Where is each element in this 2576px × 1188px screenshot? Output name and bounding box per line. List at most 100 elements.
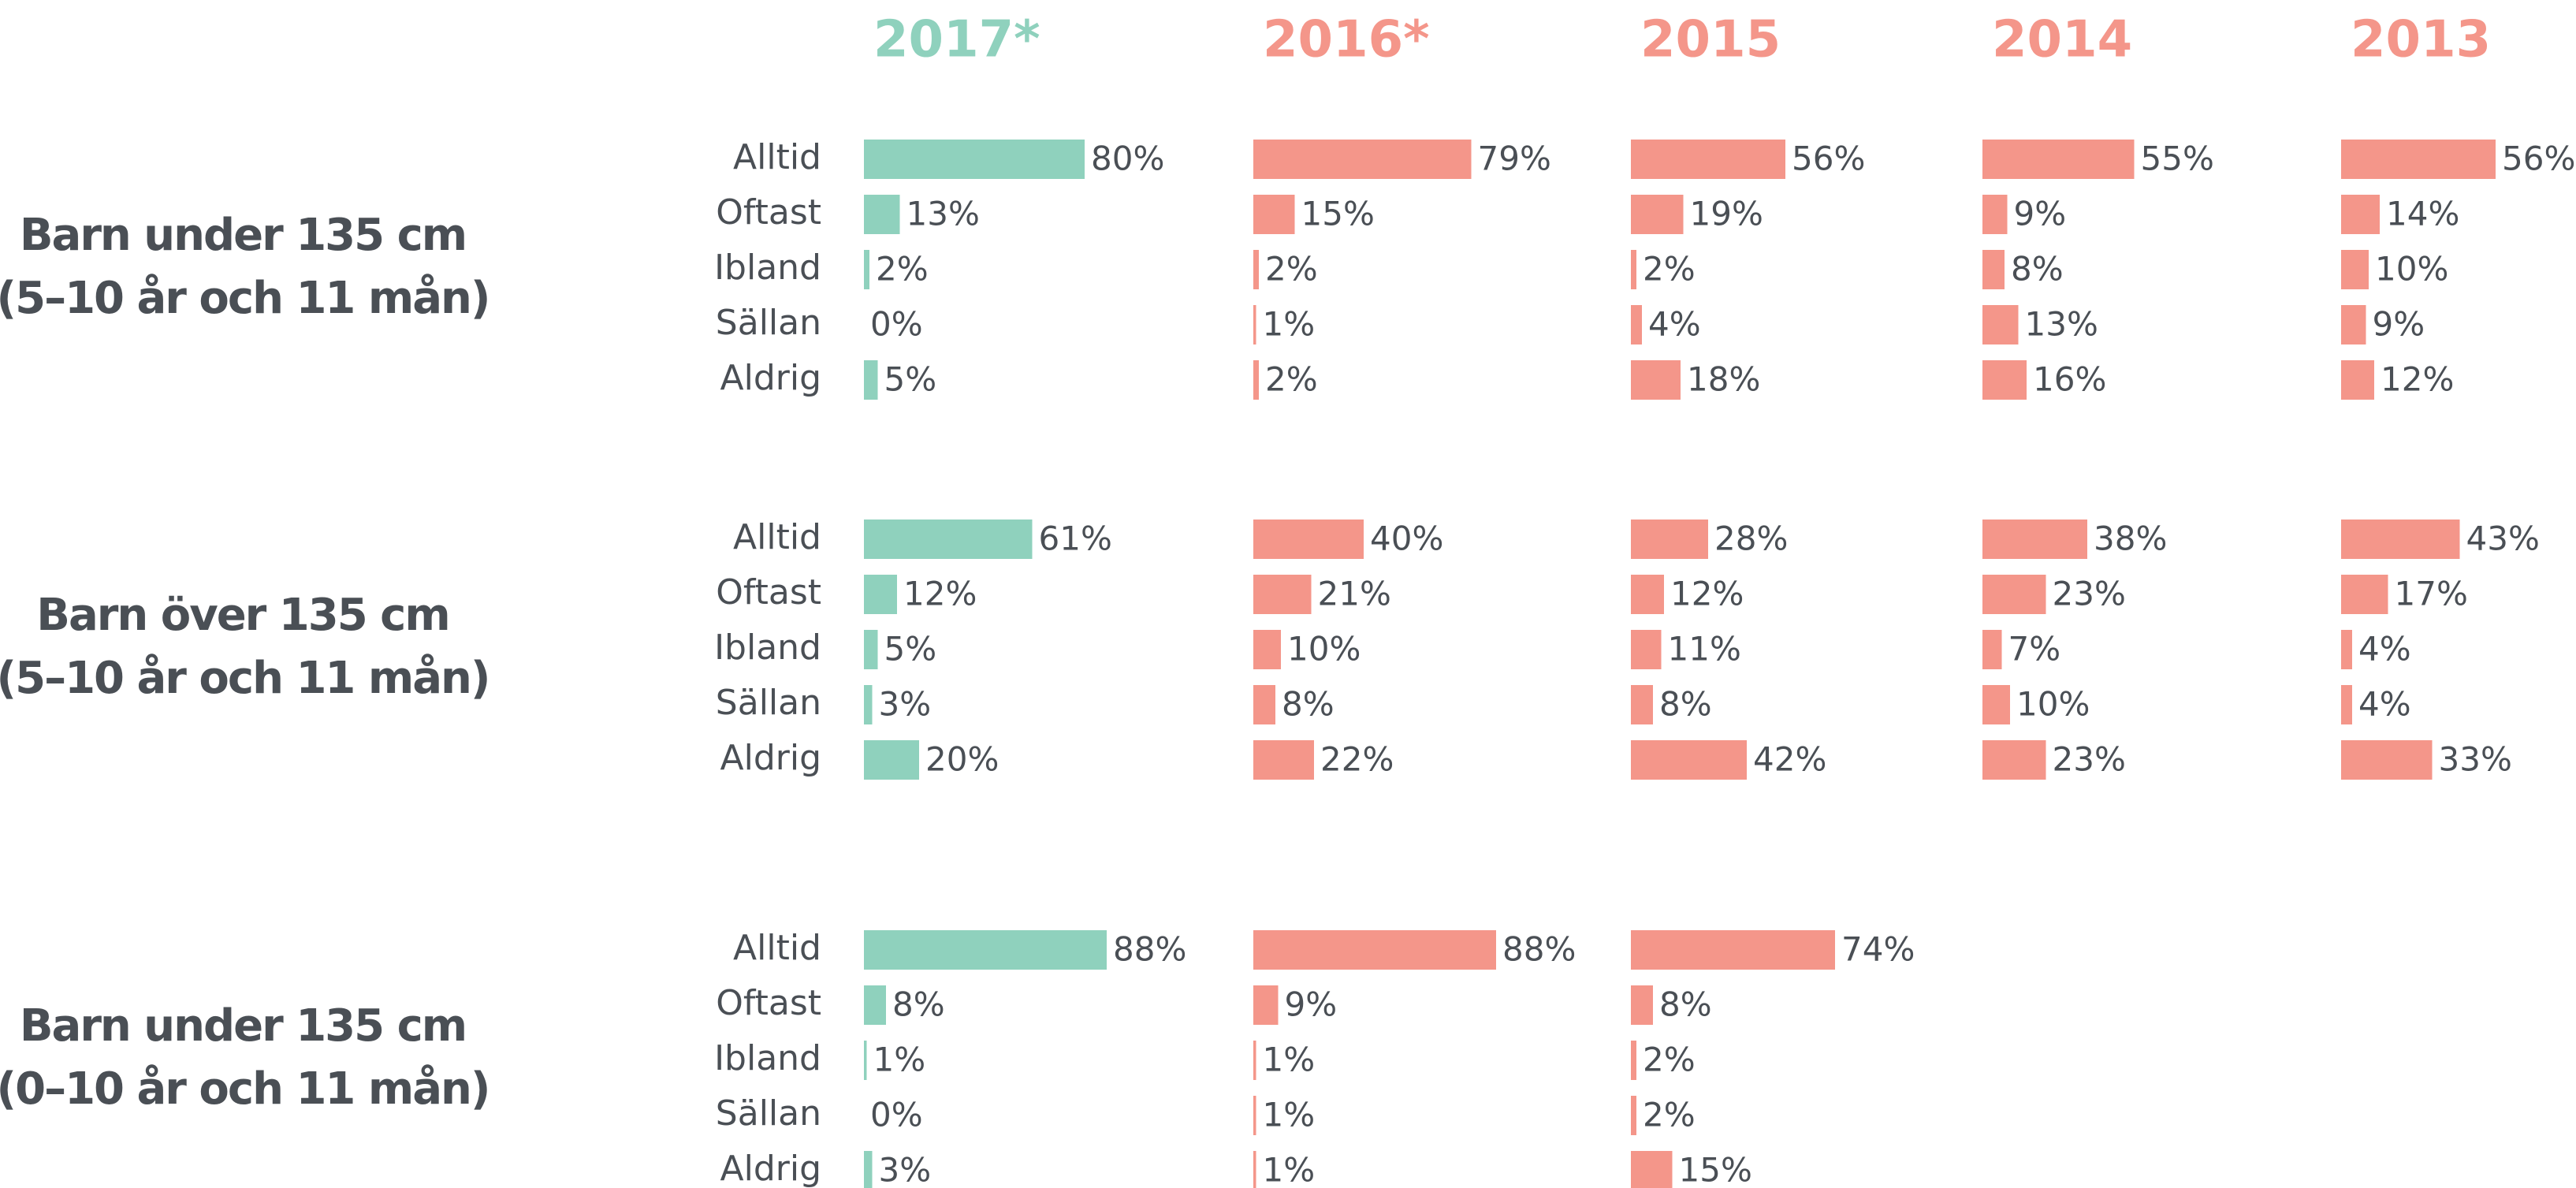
category-label: Sällan xyxy=(716,1093,821,1134)
bar xyxy=(1253,1151,1256,1188)
bar xyxy=(2341,360,2374,400)
bar xyxy=(1253,305,1256,344)
value-label: 42% xyxy=(1753,740,1826,779)
bar xyxy=(1631,1041,1636,1080)
value-label: 23% xyxy=(2053,575,2126,613)
category-label: Oftast xyxy=(716,192,821,233)
value-label: 43% xyxy=(2466,520,2540,558)
value-label: 61% xyxy=(1039,520,1112,558)
group-label: Barn under 135 cm xyxy=(20,1000,466,1052)
category-label: Alltid xyxy=(733,137,821,177)
bar xyxy=(2341,685,2352,724)
value-label: 14% xyxy=(2386,195,2459,233)
bar xyxy=(864,985,886,1025)
value-label: 1% xyxy=(1263,1096,1316,1134)
bar xyxy=(2341,250,2369,289)
value-label: 79% xyxy=(1478,140,1551,178)
group-label: Barn under 135 cm xyxy=(20,210,466,261)
value-label: 1% xyxy=(873,1041,926,1079)
bar xyxy=(1631,685,1653,724)
value-label: 8% xyxy=(892,985,945,1024)
bar xyxy=(1253,630,1281,669)
group-label: (5–10 år och 11 mån) xyxy=(0,273,489,324)
value-label: 10% xyxy=(2016,685,2090,724)
category-label: Oftast xyxy=(716,572,821,613)
bar xyxy=(1631,930,1835,970)
value-label: 56% xyxy=(1792,140,1865,178)
bar xyxy=(1982,250,2005,289)
category-label: Ibland xyxy=(714,1038,821,1078)
year-header: 2015 xyxy=(1640,11,1781,69)
value-label: 56% xyxy=(2502,140,2575,178)
value-label: 9% xyxy=(1285,985,1338,1024)
year-header: 2014 xyxy=(1992,11,2132,69)
bar xyxy=(864,140,1085,179)
bar xyxy=(1631,195,1684,234)
bar xyxy=(864,630,878,669)
value-label: 2% xyxy=(1643,250,1696,289)
value-label: 15% xyxy=(1301,195,1375,233)
value-label: 33% xyxy=(2439,740,2512,779)
value-label: 18% xyxy=(1687,360,1760,399)
value-label: 15% xyxy=(1679,1151,1752,1188)
bar xyxy=(1631,630,1662,669)
group-label: (5–10 år och 11 mån) xyxy=(0,653,489,704)
value-label: 1% xyxy=(1263,305,1316,344)
value-label: 22% xyxy=(1320,740,1394,779)
bar xyxy=(1631,250,1636,289)
value-label: 10% xyxy=(2375,250,2448,289)
category-label: Ibland xyxy=(714,248,821,288)
bar xyxy=(1253,740,1314,780)
value-label: 28% xyxy=(1714,520,1788,558)
value-label: 13% xyxy=(906,195,980,233)
value-label: 80% xyxy=(1091,140,1164,178)
value-label: 21% xyxy=(1318,575,1391,613)
bar xyxy=(864,930,1107,970)
value-label: 0% xyxy=(870,1096,923,1134)
bar xyxy=(1253,985,1279,1025)
bar xyxy=(864,1041,867,1080)
value-label: 8% xyxy=(1282,685,1335,724)
value-label: 10% xyxy=(1287,630,1361,668)
group-label: (0–10 år och 11 mån) xyxy=(0,1063,489,1115)
bar xyxy=(2341,195,2380,234)
category-label: Aldrig xyxy=(720,358,822,398)
value-label: 2% xyxy=(1643,1041,1696,1079)
category-label: Aldrig xyxy=(720,1149,822,1188)
bar xyxy=(1253,1041,1256,1080)
value-label: 12% xyxy=(1670,575,1744,613)
bar xyxy=(2341,520,2460,559)
bar xyxy=(864,740,919,780)
value-label: 9% xyxy=(2014,195,2067,233)
bar xyxy=(1631,740,1747,780)
bar xyxy=(864,195,900,234)
value-label: 1% xyxy=(1263,1041,1316,1079)
bar xyxy=(1982,195,2008,234)
value-label: 2% xyxy=(1265,250,1318,289)
value-label: 3% xyxy=(879,1151,932,1188)
value-label: 19% xyxy=(1690,195,1763,233)
bar xyxy=(1631,985,1653,1025)
bar xyxy=(1631,575,1664,614)
bar xyxy=(1631,305,1642,344)
category-label: Alltid xyxy=(733,928,821,968)
value-label: 12% xyxy=(903,575,977,613)
value-label: 11% xyxy=(1668,630,1741,668)
bar xyxy=(1253,360,1259,400)
value-label: 9% xyxy=(2373,305,2425,344)
bar xyxy=(864,1151,873,1188)
bar xyxy=(1982,685,2010,724)
category-label: Sällan xyxy=(716,683,821,723)
value-label: 12% xyxy=(2381,360,2454,399)
bar xyxy=(1253,930,1496,970)
value-label: 3% xyxy=(879,685,932,724)
value-label: 2% xyxy=(876,250,929,289)
year-header: 2017* xyxy=(873,11,1040,69)
bar xyxy=(864,250,869,289)
bar xyxy=(864,520,1033,559)
category-label: Ibland xyxy=(714,628,821,668)
category-label: Aldrig xyxy=(720,738,822,778)
value-label: 8% xyxy=(1659,685,1712,724)
category-label: Alltid xyxy=(733,517,821,557)
